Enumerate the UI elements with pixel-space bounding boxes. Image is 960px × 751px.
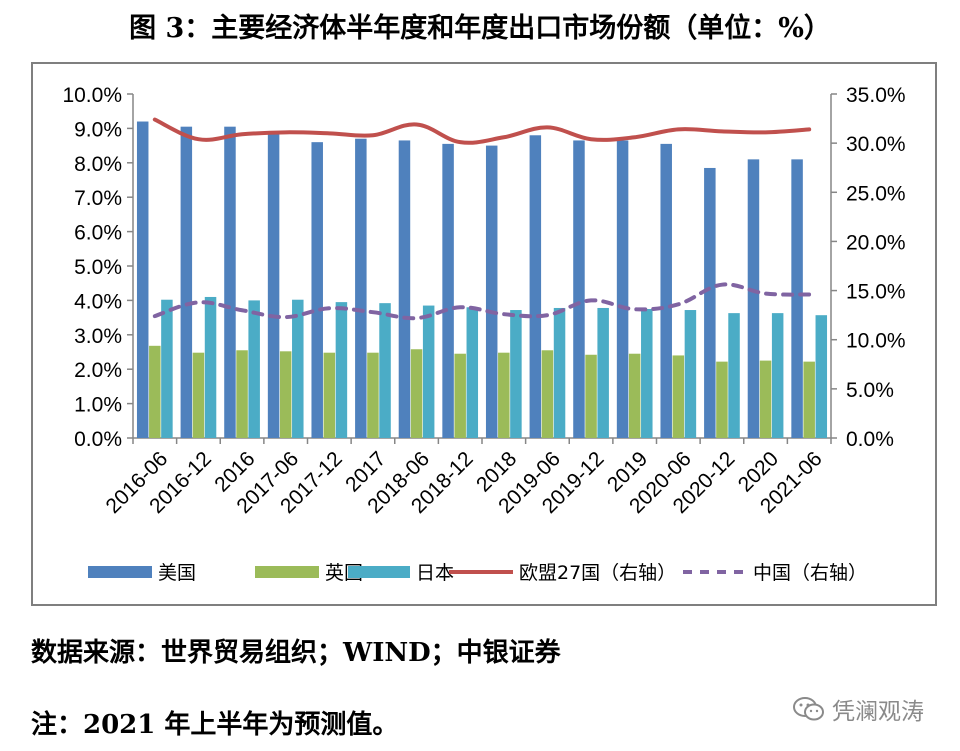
bar-日本 (204, 296, 217, 438)
chart-lines (152, 117, 812, 321)
bar-日本 (771, 313, 784, 438)
bar-日本 (684, 310, 697, 438)
chart-title: 图 3：主要经济体半年度和年度出口市场份额（单位：%） (129, 13, 831, 44)
bar-英国 (454, 353, 466, 438)
bar-英国 (323, 352, 336, 438)
bar-日本 (335, 302, 348, 438)
bar-英国 (628, 353, 641, 438)
right-tick-label: 25.0% (846, 182, 906, 205)
bar-日本 (553, 307, 566, 438)
bar-英国 (236, 350, 248, 438)
legend-label: 中国（右轴） (753, 562, 867, 584)
watermark-text: 凭澜观涛 (832, 699, 924, 725)
chart-bars (136, 121, 828, 439)
bar-英国 (149, 345, 161, 438)
left-tick-label: 3.0% (74, 325, 122, 348)
chart-frame (31, 62, 937, 606)
footnote: 注：2021 年上半年为预测值。 (31, 710, 399, 740)
bar-美国 (704, 167, 716, 438)
legend-swatch (255, 566, 319, 578)
watermark: 凭澜观涛 (792, 692, 924, 726)
legend-swatch (348, 566, 410, 578)
left-tick-label: 6.0% (74, 222, 122, 245)
legend-swatch (88, 566, 152, 578)
bar-日本 (510, 310, 522, 438)
left-tick-label: 5.0% (74, 256, 122, 279)
line-欧盟27国（右轴） (152, 117, 812, 145)
bar-美国 (267, 131, 280, 438)
bar-英国 (672, 355, 685, 438)
left-tick-label: 2.0% (74, 359, 122, 382)
right-tick-label: 0.0% (846, 428, 894, 451)
chart-legend: 美国 英国 日本 欧盟27国（右轴） 中国（右轴） (88, 562, 867, 584)
right-tick-label: 15.0% (846, 281, 906, 304)
bar-美国 (136, 121, 149, 439)
bar-日本 (815, 315, 828, 438)
bar-美国 (747, 159, 760, 439)
bar-日本 (597, 307, 609, 438)
wechat-icon (793, 697, 824, 721)
left-tick-label: 4.0% (74, 290, 122, 313)
left-tick-label: 7.0% (74, 187, 122, 210)
bar-英国 (541, 350, 554, 438)
legend-label: 日本 (416, 562, 454, 584)
bar-英国 (585, 354, 597, 438)
bar-美国 (791, 159, 803, 439)
bar-日本 (466, 307, 479, 438)
bar-美国 (529, 135, 542, 438)
bar-美国 (398, 140, 411, 438)
bar-美国 (485, 145, 498, 438)
bar-日本 (248, 300, 260, 438)
left-tick-label: 8.0% (74, 153, 122, 176)
bar-美国 (311, 142, 323, 438)
bar-美国 (442, 143, 454, 438)
bar-日本 (292, 299, 304, 438)
bar-日本 (641, 309, 653, 438)
bar-日本 (422, 305, 435, 438)
bar-美国 (616, 140, 629, 438)
bar-美国 (573, 140, 585, 438)
bar-英国 (192, 352, 205, 438)
bar-英国 (367, 352, 379, 438)
left-tick-label: 0.0% (74, 428, 122, 451)
bar-日本 (728, 313, 740, 438)
line-中国（右轴） (152, 282, 812, 321)
legend-label: 欧盟27国（右轴） (519, 562, 676, 584)
bar-英国 (498, 352, 510, 438)
left-tick-label: 10.0% (62, 84, 122, 107)
left-tick-label: 1.0% (74, 394, 122, 417)
bar-美国 (660, 143, 672, 438)
right-tick-label: 30.0% (846, 133, 906, 156)
bar-英国 (759, 360, 772, 438)
bar-英国 (716, 361, 728, 438)
right-tick-label: 10.0% (846, 330, 906, 353)
right-tick-label: 20.0% (846, 231, 906, 254)
left-tick-label: 9.0% (74, 118, 122, 141)
bar-日本 (379, 303, 391, 438)
legend-label: 美国 (158, 562, 196, 584)
data-source: 数据来源：世界贸易组织；WIND；中银证券 (31, 638, 561, 668)
bar-英国 (803, 361, 815, 438)
bar-美国 (180, 126, 193, 439)
bar-英国 (279, 351, 292, 438)
bar-日本 (161, 299, 173, 438)
chart-svg: 0.0% 1.0% 2.0% 3.0% 4.0% 5.0% 6.0% 7.0% 8.0% 9.0%… (62, 84, 906, 584)
bar-英国 (410, 349, 423, 438)
right-tick-label: 35.0% (846, 84, 906, 107)
right-tick-label: 5.0% (846, 379, 894, 402)
bar-美国 (224, 126, 236, 439)
bar-美国 (355, 138, 367, 438)
